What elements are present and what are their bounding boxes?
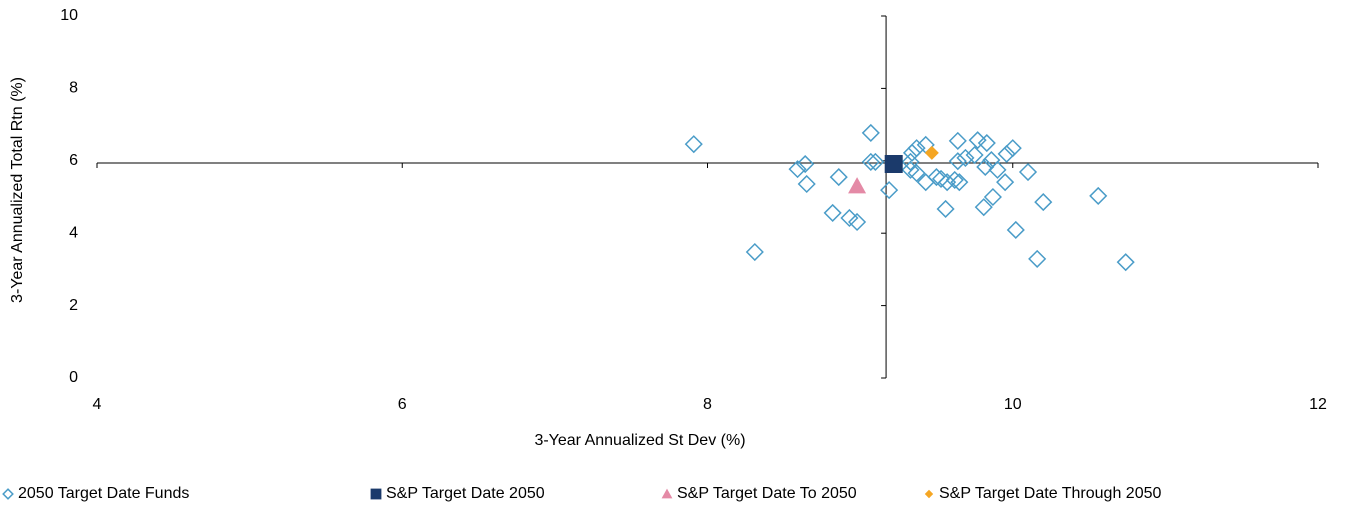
- point: [901, 160, 920, 179]
- point: [1028, 249, 1047, 268]
- x-tick-label: 10: [1004, 396, 1022, 413]
- x-tick-label: 8: [703, 396, 712, 413]
- point: [968, 131, 987, 150]
- point: [983, 187, 1002, 207]
- point: [924, 145, 939, 160]
- point: [848, 177, 867, 194]
- point: [988, 160, 1007, 179]
- point: [840, 208, 859, 228]
- point: [823, 203, 842, 222]
- legend-marker: [661, 488, 673, 499]
- point: [938, 173, 957, 192]
- legend-label: S&P Target Date To 2050: [677, 485, 857, 502]
- point: [1006, 220, 1025, 240]
- point: [796, 154, 815, 174]
- point: [948, 131, 967, 150]
- x-axis-title: 3-Year Annualized St Dev (%): [534, 432, 745, 449]
- point: [829, 168, 848, 187]
- y-tick-label: 0: [69, 369, 78, 386]
- point: [1003, 139, 1022, 158]
- point: [931, 169, 951, 188]
- point: [977, 134, 996, 153]
- y-axis-title: 3-Year Annualized Total Rtn (%): [9, 77, 26, 303]
- point: [745, 242, 764, 262]
- point: [956, 148, 975, 167]
- point: [1034, 193, 1053, 212]
- legend-label: S&P Target Date Through 2050: [939, 485, 1161, 502]
- legend-marker: [924, 489, 934, 499]
- point: [907, 139, 926, 158]
- point: [1018, 162, 1038, 182]
- x-tick-label: 12: [1309, 396, 1327, 413]
- y-tick-label: 4: [69, 224, 78, 241]
- point: [848, 212, 867, 232]
- point: [788, 160, 807, 179]
- point: [927, 168, 946, 187]
- point: [884, 155, 903, 174]
- point: [797, 174, 816, 194]
- x-tick-label: 6: [398, 396, 407, 413]
- legend-label: 2050 Target Date Funds: [18, 485, 189, 502]
- y-tick-label: 6: [69, 152, 78, 169]
- point: [1089, 186, 1108, 205]
- point: [936, 199, 955, 219]
- y-tick-label: 2: [69, 297, 78, 314]
- point: [880, 181, 899, 200]
- point: [948, 152, 967, 171]
- point: [976, 157, 995, 177]
- point: [1116, 253, 1135, 272]
- point: [902, 143, 922, 162]
- point: [901, 152, 920, 171]
- legend-marker: [2, 488, 14, 500]
- point: [945, 170, 964, 190]
- legend-label: S&P Target Date 2050: [386, 485, 545, 502]
- point: [907, 164, 926, 183]
- point: [861, 123, 880, 142]
- point: [950, 173, 969, 192]
- point: [866, 152, 885, 171]
- point: [996, 173, 1015, 192]
- x-tick-label: 4: [93, 396, 102, 413]
- point: [965, 145, 984, 165]
- y-tick-label: 10: [60, 7, 78, 24]
- point: [997, 144, 1016, 163]
- point: [684, 135, 703, 154]
- legend-marker: [370, 488, 382, 500]
- y-tick-label: 8: [69, 80, 78, 97]
- point: [974, 198, 993, 217]
- point: [861, 152, 880, 171]
